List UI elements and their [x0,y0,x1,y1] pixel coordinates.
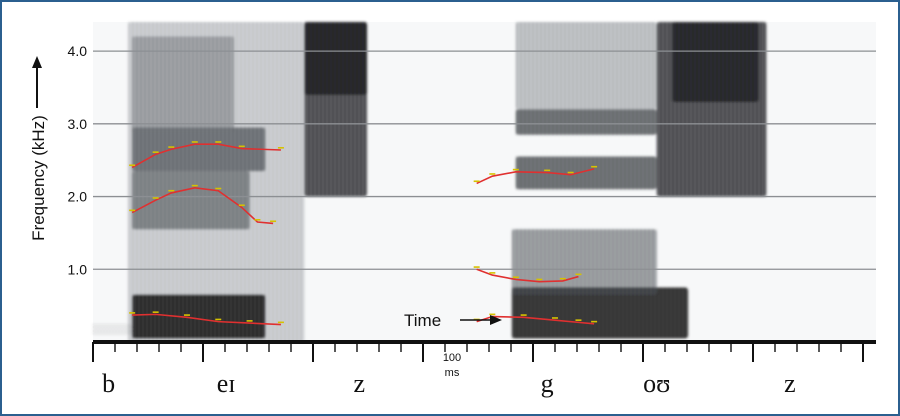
time-axis-bar [93,340,876,344]
segment-label: b [102,369,115,398]
formant-point [489,313,496,316]
formant-point [129,312,136,314]
formant-point [215,318,222,321]
y-tick-label: 2.0 [68,189,88,205]
formant-track [131,143,281,169]
formant-point [473,266,480,268]
energy-striation [672,22,759,102]
y-tick-label: 4.0 [68,43,88,59]
segment-label: g [541,369,554,398]
formant-point [489,272,496,274]
formant-point [575,319,582,321]
formant-point [512,168,519,171]
y-axis-arrow-head [32,56,42,68]
formant-track [132,313,281,326]
formant-point [277,321,284,324]
formant-point [512,276,519,279]
time-arrow-head [490,315,502,325]
spectral-energy [93,22,767,342]
formant-point [567,171,574,174]
scale-value: 100 [443,352,461,364]
formant-tracks [129,141,598,326]
formant-point [254,219,261,221]
y-tick-labels: 1.0 2.0 3.0 4.0 [68,43,88,277]
formant-point [270,220,277,223]
formant-point [129,164,136,167]
formant-track [476,268,579,283]
formant-point [152,311,159,313]
formant-point [152,197,159,199]
segment-label: oʊ [643,369,670,398]
energy-striation [515,109,657,135]
energy-noise [93,323,133,335]
energy-striation [132,294,266,339]
formant-point [559,277,566,280]
formant-point [246,320,253,322]
energy-striation [515,22,657,110]
formant-point [520,314,527,316]
segment-label: z [353,369,365,398]
time-axis-ticks [92,342,864,362]
formant-point [215,187,222,190]
gridlines [93,50,876,270]
segment-labels: b eɪ z g oʊ z [102,369,795,398]
energy-striation [304,22,368,95]
y-axis-label: Frequency (kHz) [29,115,48,241]
formant-point [215,141,222,143]
formant-track [476,168,595,185]
formant-point [591,165,598,168]
formant-point [129,209,136,212]
formant-point [238,145,245,148]
formant-point [168,189,175,192]
y-tick-label: 3.0 [68,116,88,132]
segment-label: eɪ [217,369,236,398]
formant-point [591,320,598,323]
formant-track [476,315,595,325]
y-tick-label: 1.0 [68,261,88,277]
formant-point [183,314,190,316]
energy-striation [132,36,234,132]
segment-label: z [784,369,796,398]
energy-striation [511,287,689,339]
formant-point [152,151,159,153]
formant-point [168,146,175,148]
formant-point [191,141,198,143]
formant-point [277,147,284,149]
formant-point [544,169,551,172]
formant-point [536,278,543,281]
formant-point [191,184,198,187]
energy-striation [511,229,657,295]
formant-point [473,180,480,183]
scale-unit: ms [445,367,460,379]
time-annotation: Time [404,311,441,330]
formant-point [489,173,496,175]
formant-point [575,273,582,276]
formant-point [551,317,558,319]
formant-point [238,204,245,207]
energy-striation [132,171,250,230]
